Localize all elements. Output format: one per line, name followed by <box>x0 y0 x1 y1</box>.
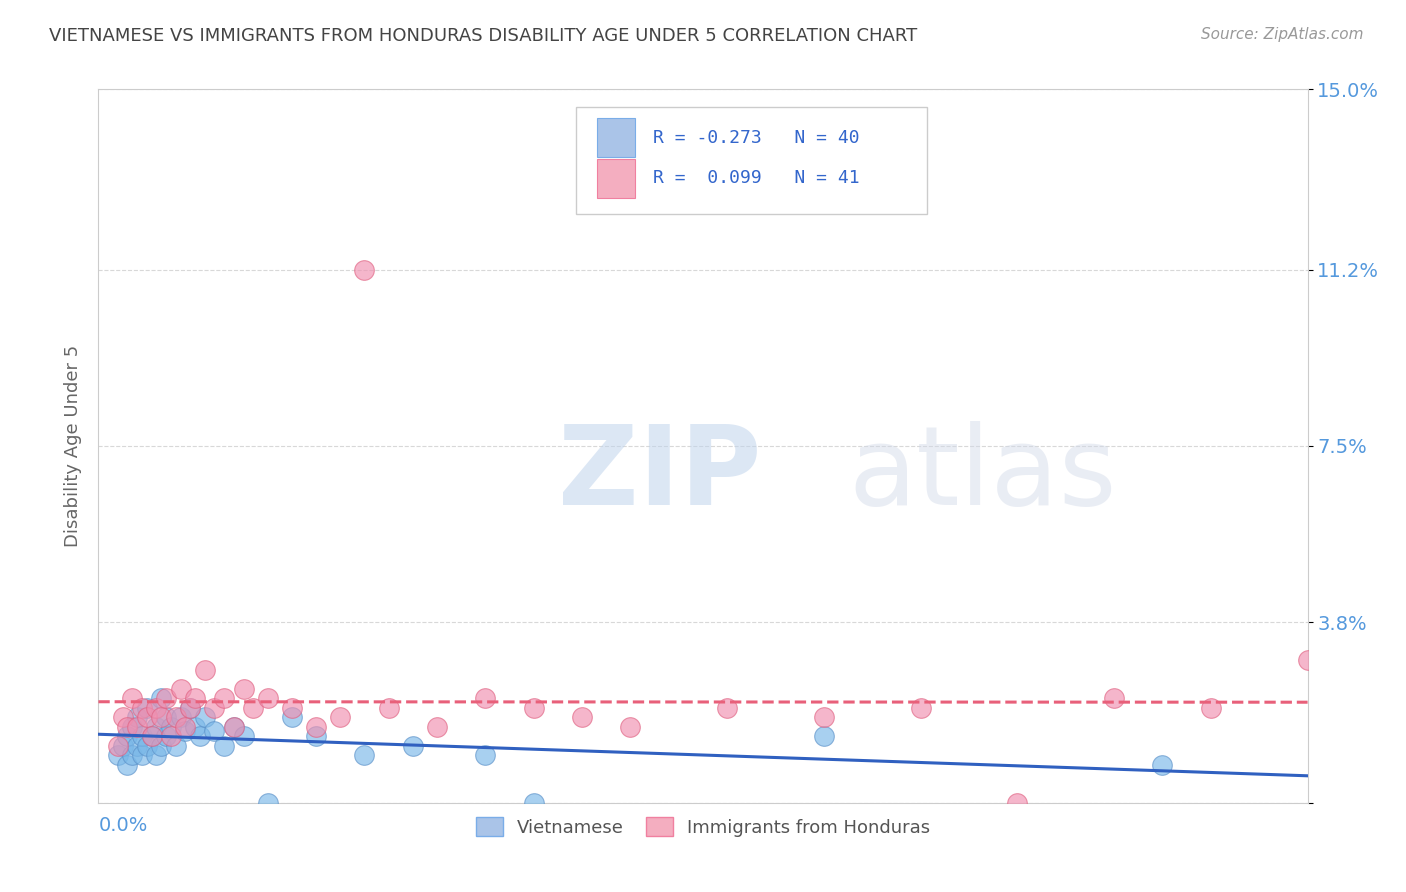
Point <box>184 720 207 734</box>
Point <box>212 691 235 706</box>
Y-axis label: Disability Age Under 5: Disability Age Under 5 <box>63 345 82 547</box>
Point <box>619 720 641 734</box>
Point <box>117 720 139 734</box>
Text: R =  0.099   N = 41: R = 0.099 N = 41 <box>654 169 860 187</box>
Point <box>169 710 191 724</box>
Point <box>135 710 157 724</box>
Text: VIETNAMESE VS IMMIGRANTS FROM HONDURAS DISABILITY AGE UNDER 5 CORRELATION CHART: VIETNAMESE VS IMMIGRANTS FROM HONDURAS D… <box>49 27 918 45</box>
Point <box>571 710 593 724</box>
Point <box>222 720 245 734</box>
Point <box>474 691 496 706</box>
Point <box>1102 691 1125 706</box>
Text: atlas: atlas <box>848 421 1116 528</box>
Point <box>174 724 197 739</box>
Point <box>127 720 149 734</box>
Point <box>150 691 173 706</box>
Point <box>145 748 167 763</box>
Point <box>117 729 139 743</box>
Point <box>127 739 149 753</box>
Point <box>165 710 187 724</box>
Point <box>155 691 177 706</box>
Point <box>232 681 254 696</box>
Point <box>179 700 201 714</box>
Point <box>523 700 546 714</box>
FancyBboxPatch shape <box>596 118 636 157</box>
Point <box>305 729 328 743</box>
Point <box>184 691 207 706</box>
Point <box>121 691 143 706</box>
Point <box>145 700 167 714</box>
Point <box>256 691 278 706</box>
Point <box>305 720 328 734</box>
Point <box>256 796 278 810</box>
Point <box>135 700 157 714</box>
Point <box>281 710 304 724</box>
Point <box>150 739 173 753</box>
Point <box>188 729 211 743</box>
Point <box>179 700 201 714</box>
Point <box>141 729 163 743</box>
Point <box>523 796 546 810</box>
Point <box>121 720 143 734</box>
Point <box>1296 653 1319 667</box>
Text: R = -0.273   N = 40: R = -0.273 N = 40 <box>654 128 860 146</box>
Point <box>131 729 153 743</box>
Point <box>1199 700 1222 714</box>
Point <box>169 681 191 696</box>
Point <box>232 729 254 743</box>
Point <box>194 663 217 677</box>
Point <box>813 710 835 724</box>
Point <box>716 700 738 714</box>
Point <box>426 720 449 734</box>
Point <box>131 748 153 763</box>
Point <box>107 748 129 763</box>
Point <box>813 729 835 743</box>
Point <box>150 710 173 724</box>
Point <box>127 710 149 724</box>
Point <box>165 739 187 753</box>
Point <box>155 710 177 724</box>
Point <box>160 720 183 734</box>
Text: ZIP: ZIP <box>558 421 761 528</box>
Point <box>204 700 226 714</box>
Point <box>135 739 157 753</box>
Point <box>117 757 139 772</box>
Point <box>222 720 245 734</box>
Point <box>194 710 217 724</box>
Point <box>131 700 153 714</box>
Point <box>160 729 183 743</box>
Point <box>1152 757 1174 772</box>
Point <box>1007 796 1029 810</box>
Point <box>107 739 129 753</box>
Point <box>353 748 375 763</box>
Text: Source: ZipAtlas.com: Source: ZipAtlas.com <box>1201 27 1364 42</box>
Point <box>910 700 932 714</box>
Point <box>174 720 197 734</box>
Point <box>402 739 425 753</box>
Point <box>204 724 226 739</box>
Point <box>329 710 352 724</box>
Point <box>111 739 134 753</box>
Point <box>111 710 134 724</box>
Point <box>145 720 167 734</box>
Point <box>141 729 163 743</box>
Point <box>212 739 235 753</box>
Point <box>353 263 375 277</box>
Point <box>377 700 399 714</box>
FancyBboxPatch shape <box>576 107 927 214</box>
Point <box>155 729 177 743</box>
Point <box>281 700 304 714</box>
Point <box>242 700 264 714</box>
Point <box>474 748 496 763</box>
Legend: Vietnamese, Immigrants from Honduras: Vietnamese, Immigrants from Honduras <box>468 810 938 844</box>
Point <box>121 748 143 763</box>
FancyBboxPatch shape <box>596 159 636 198</box>
Text: 0.0%: 0.0% <box>98 815 148 835</box>
